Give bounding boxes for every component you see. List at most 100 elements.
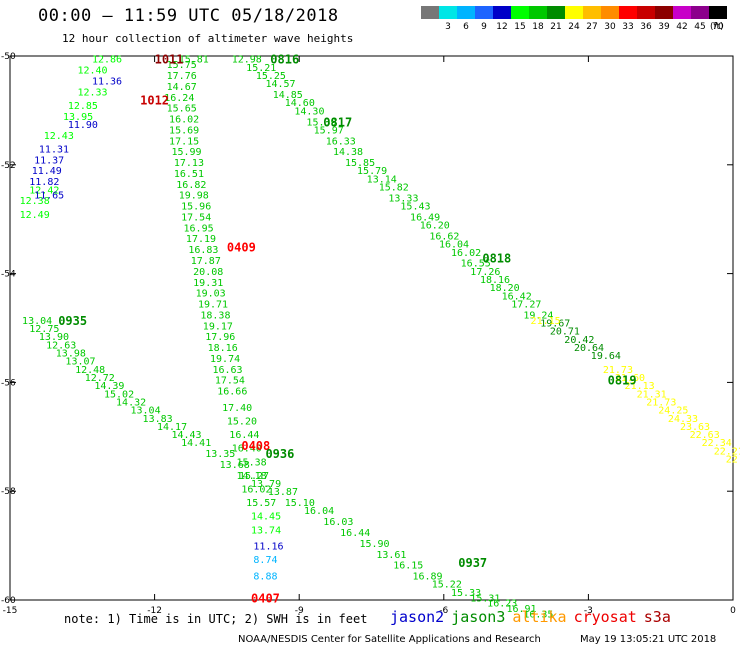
credit-line: NOAA/NESDIS Center for Satellite Applica… xyxy=(238,634,541,645)
wave-height-value: 12.86 xyxy=(92,55,122,66)
legend-value: 27 xyxy=(586,22,598,32)
wave-height-value: 16.03 xyxy=(323,517,353,528)
wave-height-value: 12.98 xyxy=(232,55,262,66)
wave-height-value: 16.02 xyxy=(241,484,271,495)
pass-time-label: 0936 xyxy=(265,447,294,461)
wave-height-value: 19.74 xyxy=(210,354,240,365)
legend-swatch xyxy=(583,6,601,19)
wave-height-value: 22.34 xyxy=(702,438,732,449)
wave-height-value: 18.20 xyxy=(490,283,520,294)
wave-height-value: 13.33 xyxy=(388,193,418,204)
wave-height-value: 11.82 xyxy=(29,177,59,188)
wave-height-value: 18.38 xyxy=(200,310,230,321)
wave-height-value: 17.40 xyxy=(222,403,252,414)
wave-height-value: 21.73 xyxy=(646,397,676,408)
legend-value: 18 xyxy=(532,22,544,32)
legend-swatch xyxy=(511,6,529,19)
legend-value: 9 xyxy=(481,22,487,32)
pass-time-label: 0819 xyxy=(608,374,637,388)
wave-height-value: 16.02 xyxy=(169,115,199,126)
pass-time-label: 0407 xyxy=(251,591,280,605)
pass-time-label: 0817 xyxy=(323,115,352,129)
wave-height-value: 13.04 xyxy=(22,316,52,327)
wave-height-value: 12.38 xyxy=(20,196,50,207)
wave-height-value: 14.57 xyxy=(265,79,295,90)
pass-time-label: 0935 xyxy=(58,314,87,328)
wave-height-value: 16.89 xyxy=(412,572,442,583)
wave-height-value: 21.15 xyxy=(531,316,561,327)
wave-height-value: 16.44 xyxy=(229,430,259,441)
wave-height-value: 16.02 xyxy=(451,248,481,259)
wave-height-value: 17.76 xyxy=(167,71,197,82)
wave-height-value: 21.31 xyxy=(637,389,667,400)
wave-height-value: 22.63 xyxy=(690,430,720,441)
wave-height-value: 11.36 xyxy=(92,76,122,87)
satellite-legend-item: jason2 xyxy=(390,608,445,626)
wave-height-value: 19.64 xyxy=(591,351,621,362)
wave-height-value: 20.71 xyxy=(550,327,580,338)
wave-height-value: 14.41 xyxy=(181,438,211,449)
wave-height-value: 22.21 xyxy=(714,446,740,457)
wave-height-value: 13.95 xyxy=(63,112,93,123)
wave-height-value: 14.60 xyxy=(285,98,315,109)
wave-height-value: 16.33 xyxy=(326,136,356,147)
wave-height-value: 16.35 xyxy=(523,610,553,621)
wave-height-value: 15.43 xyxy=(400,202,430,213)
wave-height-value: 11.90 xyxy=(68,120,98,131)
wave-height-value: 18.16 xyxy=(480,275,510,286)
wave-height-value: 15.85 xyxy=(345,158,375,169)
x-tick-label: -3 xyxy=(584,606,593,616)
wave-height-value: 16.04 xyxy=(439,240,469,251)
wave-height-value: 17.13 xyxy=(174,158,204,169)
wave-height-value: 21.60 xyxy=(615,373,645,384)
x-tick-label: -9 xyxy=(295,606,304,616)
wave-height-value: 16.42 xyxy=(502,291,532,302)
wave-height-value: 15.65 xyxy=(167,104,197,115)
legend-swatch xyxy=(421,6,439,19)
legend-swatch xyxy=(457,6,475,19)
wave-height-value: 8.74 xyxy=(253,555,277,566)
wave-height-value: 15.82 xyxy=(379,183,409,194)
wave-height-value: 16.55 xyxy=(461,259,491,270)
wave-height-value: 19.71 xyxy=(198,300,228,311)
wave-height-value: 15.10 xyxy=(285,498,315,509)
legend-swatch xyxy=(601,6,619,19)
wave-height-value: 17.96 xyxy=(205,332,235,343)
satellite-legend: jason2 jason3 altika cryosat s3a xyxy=(390,608,678,626)
legend-value: 21 xyxy=(550,22,562,32)
legend-swatch xyxy=(637,6,655,19)
wave-height-value: 14.39 xyxy=(94,381,124,392)
wave-height-value: 13.61 xyxy=(376,550,406,561)
wave-height-value: 13.14 xyxy=(367,174,397,185)
y-tick-label: -60 xyxy=(1,596,16,606)
wave-height-value: 20.42 xyxy=(564,335,594,346)
credit-timestamp: May 19 13:05:21 UTC 2018 xyxy=(580,634,717,645)
wave-height-value: 19.17 xyxy=(203,321,233,332)
wave-height-value: 15.97 xyxy=(314,125,344,136)
x-tick-label: -12 xyxy=(147,606,162,616)
wave-height-value: 20.64 xyxy=(574,343,604,354)
wave-height-value: 12.43 xyxy=(44,131,74,142)
pass-time-label: 0409 xyxy=(227,240,256,254)
wave-height-value: 13.35 xyxy=(205,449,235,460)
wave-height-value: 15.27 xyxy=(239,471,269,482)
wave-height-value: 15.75 xyxy=(167,60,197,71)
wave-height-value: 17.27 xyxy=(511,300,541,311)
wave-height-value: 22.39 xyxy=(726,455,740,466)
wave-height-value: 16.63 xyxy=(212,365,242,376)
wave-height-value: 12.85 xyxy=(68,101,98,112)
chart-subtitle: 12 hour collection of altimeter wave hei… xyxy=(62,32,354,45)
wave-height-value: 13.83 xyxy=(143,414,173,425)
wave-height-value: 17.87 xyxy=(191,256,221,267)
wave-height-value: 16.91 xyxy=(506,604,536,615)
satellite-legend-item: s3a xyxy=(643,608,671,626)
legend-value: 30 xyxy=(604,22,616,32)
wave-height-value: 16.62 xyxy=(429,232,459,243)
satellite-legend-item: cryosat xyxy=(573,608,637,626)
wave-height-value: 16.04 xyxy=(304,506,334,517)
wave-height-value: 12.33 xyxy=(77,87,107,98)
wave-height-value: 11.16 xyxy=(253,542,283,553)
wave-height-value: 12.49 xyxy=(20,210,50,221)
wave-height-value: 14.32 xyxy=(116,397,146,408)
